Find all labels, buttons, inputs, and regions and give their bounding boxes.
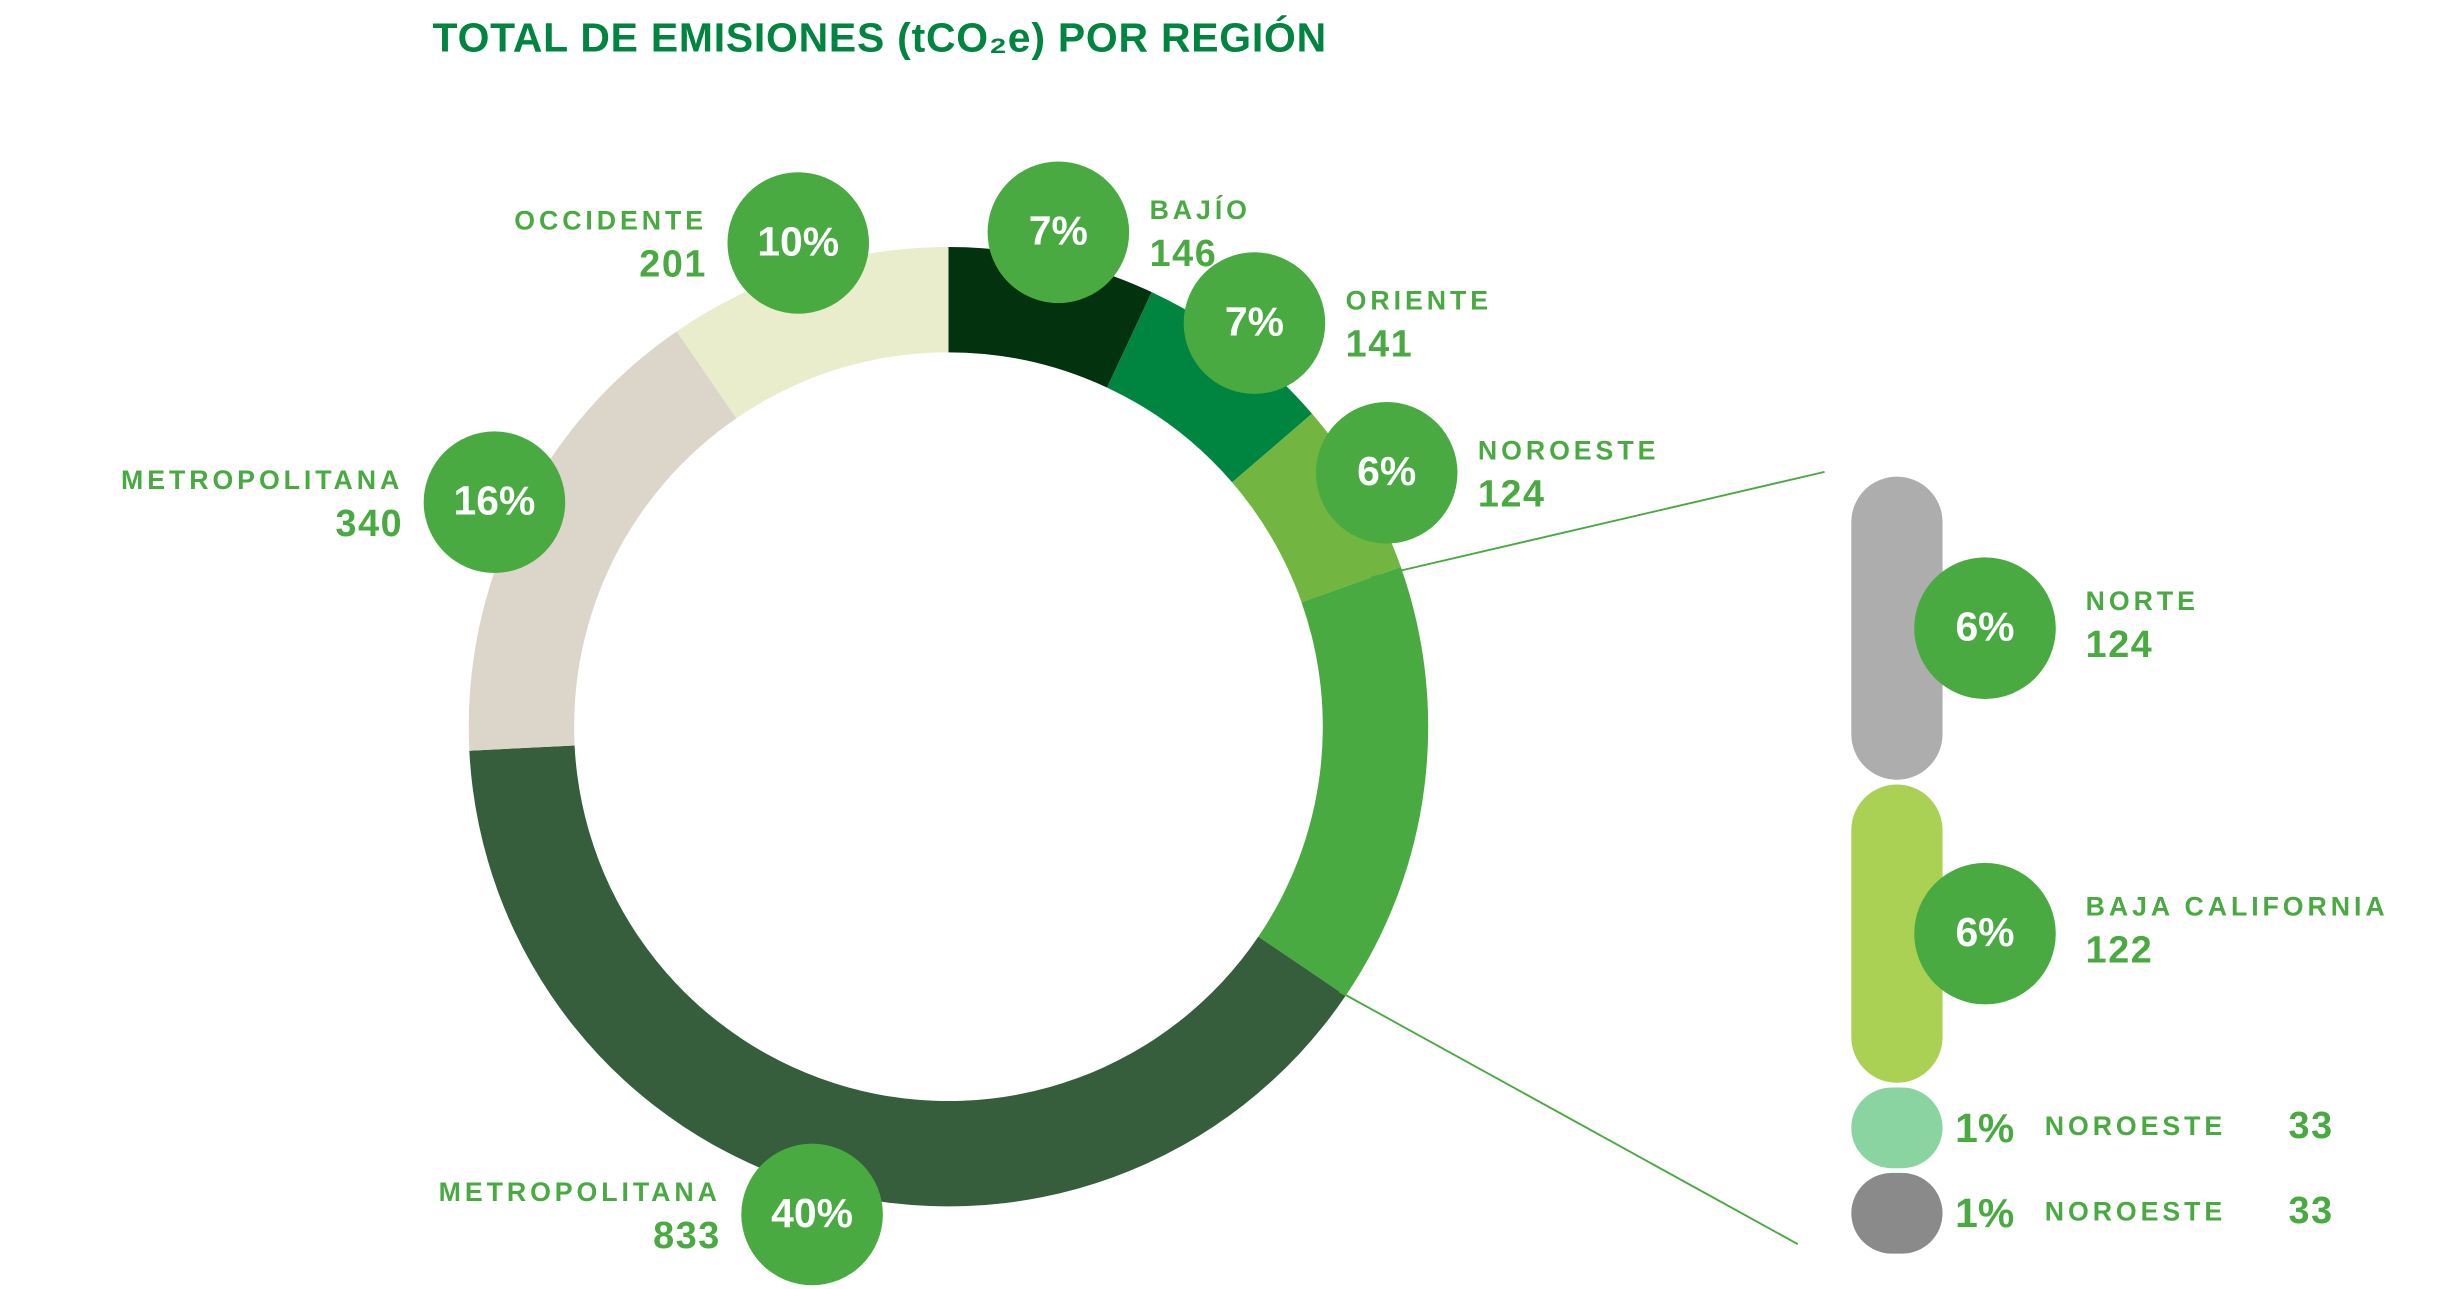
donut-segment <box>1107 292 1313 483</box>
region-name: NOROESTE <box>2045 1111 2226 1141</box>
region-value: 33 <box>2289 1189 2334 1231</box>
percent-label: 7% <box>1225 298 1284 344</box>
percent-label: 6% <box>1357 448 1416 494</box>
connector <box>1338 990 1799 1245</box>
percent-label: 6% <box>1955 604 2014 650</box>
percent-label: 1% <box>1955 1190 2014 1236</box>
percent-label: 1% <box>1955 1105 2014 1151</box>
percent-label: 6% <box>1955 909 2014 955</box>
donut-segment <box>468 331 737 751</box>
region-value: 141 <box>1346 323 1414 365</box>
donut-segment <box>1258 567 1429 996</box>
region-name: OCCIDENTE <box>514 206 707 236</box>
region-value: 201 <box>639 243 707 285</box>
donut-segment <box>676 246 949 419</box>
region-value: 124 <box>2086 623 2154 665</box>
percent-label: 7% <box>1029 208 1088 254</box>
percent-label: 40% <box>771 1190 853 1236</box>
percent-bubble <box>727 172 870 314</box>
region-value: 340 <box>336 502 404 544</box>
region-name: ORIENTE <box>1346 286 1492 316</box>
percent-bubble <box>987 161 1130 304</box>
percent-label: 10% <box>757 218 839 264</box>
region-value: 122 <box>2086 928 2154 970</box>
percent-bubble <box>1914 862 2056 1005</box>
percent-label: 16% <box>454 478 536 524</box>
region-name: NORTE <box>2086 586 2199 616</box>
chart-title: TOTAL DE EMISIONES (tCO₂e) POR REGIÓN <box>433 15 1327 61</box>
percent-bubble <box>1315 402 1458 544</box>
region-value: 146 <box>1150 232 1218 274</box>
region-name: NOROESTE <box>1478 435 1659 465</box>
percent-bubble <box>423 431 566 573</box>
region-name: BAJÍO <box>1150 194 1251 225</box>
connector <box>1370 470 1825 579</box>
region-value: 124 <box>1478 472 1546 514</box>
percent-bubble <box>1183 252 1326 394</box>
region-value: 833 <box>653 1214 721 1256</box>
breakout-segment <box>1851 1172 1943 1254</box>
breakout-segment <box>1851 784 1943 1083</box>
percent-bubble <box>1914 557 2056 699</box>
region-name: METROPOLITANA <box>439 1177 721 1207</box>
breakout-segment <box>1851 476 1943 780</box>
donut-segment <box>469 745 1346 1207</box>
percent-bubble <box>741 1143 883 1286</box>
region-name: NOROESTE <box>2045 1196 2226 1226</box>
breakout-segment <box>1851 1087 1943 1169</box>
region-name: BAJA CALIFORNIA <box>2086 892 2389 922</box>
donut-segment <box>1232 413 1401 603</box>
region-value: 33 <box>2289 1104 2334 1146</box>
region-name: METROPOLITANA <box>121 465 403 495</box>
